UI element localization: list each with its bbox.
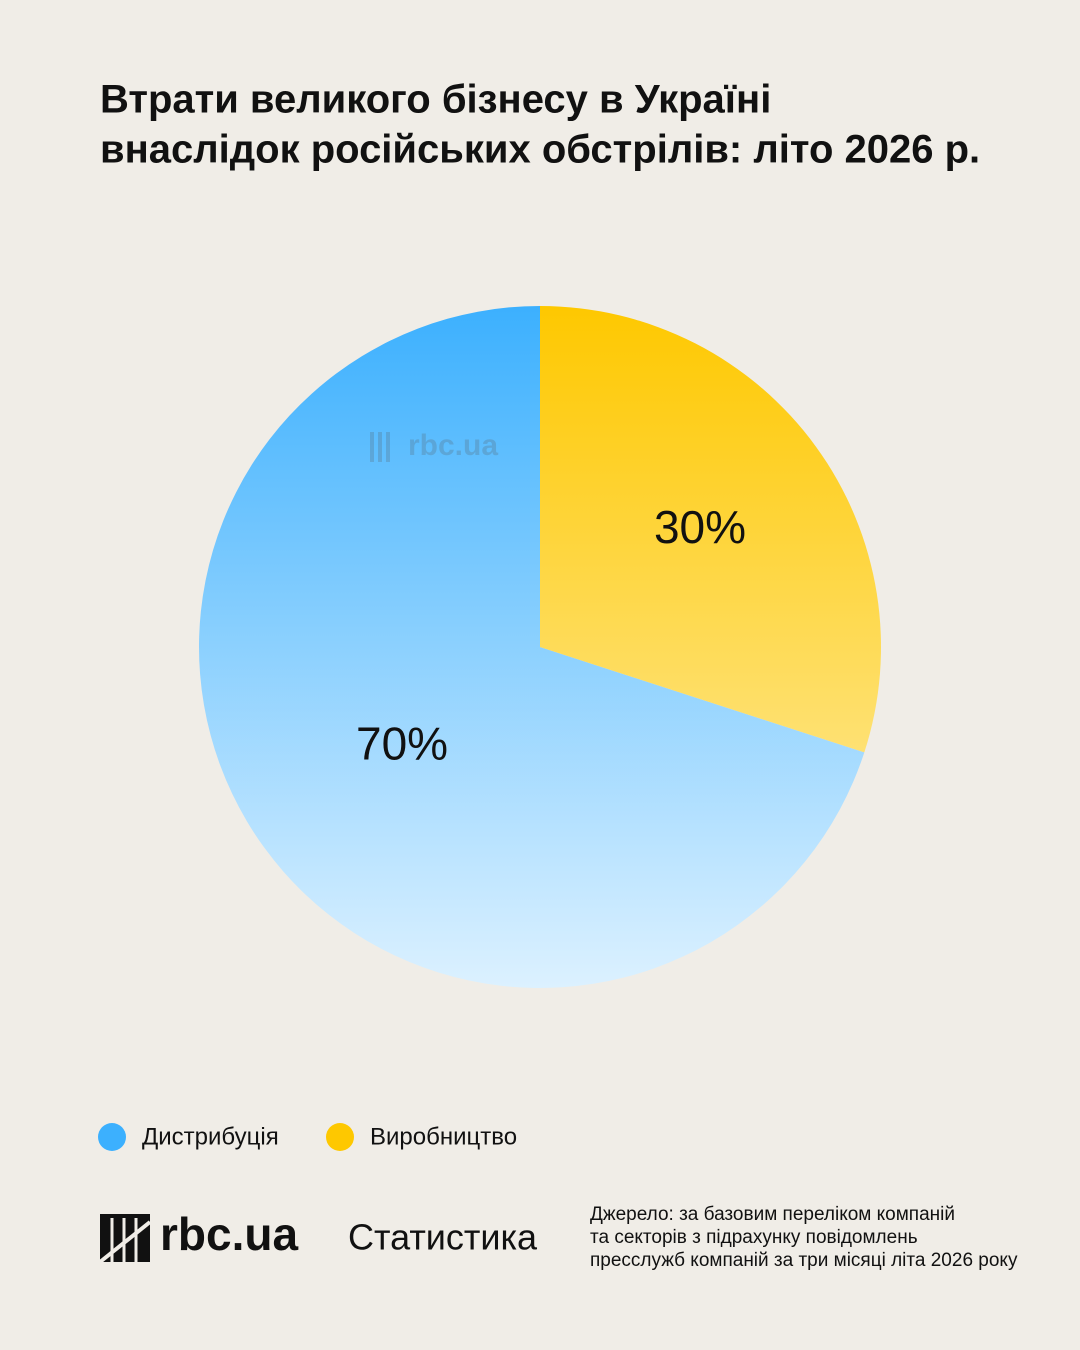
footer-source: пресслужб компаній за три місяці літа 20… bbox=[590, 1250, 1018, 1271]
data-label: 70% bbox=[356, 717, 448, 769]
watermark-icon bbox=[378, 432, 382, 462]
legend-swatch bbox=[326, 1123, 354, 1151]
legend-swatch bbox=[98, 1123, 126, 1151]
footer-source: Джерело: за базовим переліком компаній bbox=[590, 1204, 955, 1225]
watermark-icon bbox=[370, 432, 374, 462]
chart-title: Втрати великого бізнесу в Україні bbox=[100, 78, 771, 122]
pie-slice bbox=[540, 305, 881, 753]
logo-icon bbox=[98, 1220, 152, 1264]
footer-section: Статистика bbox=[348, 1217, 538, 1258]
watermark-text: rbc.ua bbox=[408, 429, 498, 462]
footer-logo bbox=[98, 1214, 152, 1264]
legend-label: Дистрибуція bbox=[142, 1123, 279, 1150]
footer-brand: rbc.ua bbox=[160, 1208, 298, 1260]
watermark-icon bbox=[386, 432, 390, 462]
data-label: 30% bbox=[654, 501, 746, 553]
pie: 70% 30% bbox=[198, 305, 881, 988]
legend-label: Виробництво bbox=[370, 1123, 517, 1150]
pie-slice bbox=[198, 306, 865, 988]
legend: Дистрибуція Виробництво bbox=[98, 1123, 517, 1151]
watermark: rbc.ua bbox=[370, 429, 498, 462]
footer-source: та секторів з підрахунку повідомлень bbox=[590, 1227, 918, 1248]
chart-title: внаслідок російських обстрілів: літо 202… bbox=[100, 128, 980, 172]
